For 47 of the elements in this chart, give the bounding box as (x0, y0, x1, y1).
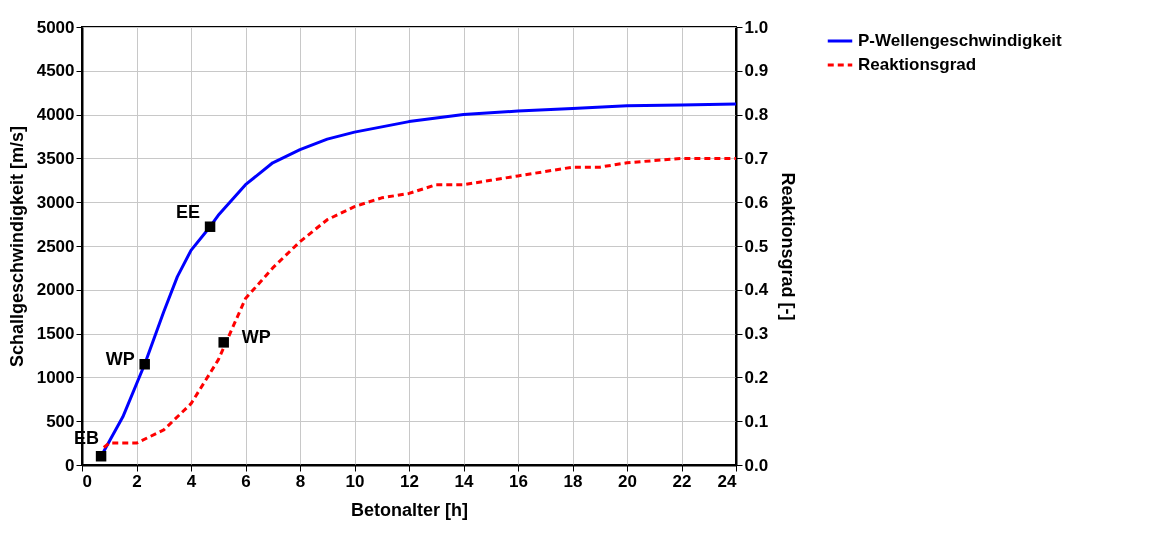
point (204, 221, 216, 232)
y2-tick-label: 0.6 (744, 192, 769, 212)
annotation: EE (176, 201, 201, 222)
y2-tick-label: 0.1 (744, 411, 769, 431)
x-tick-label: 2 (132, 471, 142, 491)
x-tick-label: 14 (454, 471, 474, 491)
y2-tick-label: 0.5 (744, 236, 769, 256)
y2-axis-title: Reaktionsgrad [-] (778, 172, 799, 321)
y2-tick-label: 0.8 (744, 105, 769, 125)
y-tick-label: 500 (46, 411, 75, 431)
line-series (102, 156, 738, 449)
y-tick-label: 3500 (36, 148, 75, 168)
legend-label: Reaktionsgrad (858, 55, 977, 74)
x-tick-label: 20 (618, 471, 637, 491)
point (139, 359, 150, 370)
y-tick-label: 5000 (36, 17, 75, 37)
y2-tick-label: 0.0 (744, 455, 769, 475)
y-tick-label: 2000 (36, 280, 75, 300)
y-axis-title: Schallgeschwindigkeit [m/s] (6, 125, 27, 368)
annotation: WP (241, 327, 271, 348)
y-tick-label: 1000 (36, 367, 75, 387)
x-tick-label: 24 (717, 471, 738, 491)
y-tick-label: 2500 (36, 236, 75, 256)
x-tick-label: 6 (241, 471, 251, 491)
x-tick-label: 12 (400, 471, 419, 491)
y2-tick-label: 1.0 (744, 17, 769, 37)
y2-tick-label: 0.7 (744, 148, 769, 168)
y-tick-label: 4500 (36, 61, 75, 81)
y2-tick-label: 0.9 (744, 61, 769, 81)
x-tick-label: 22 (672, 471, 692, 491)
x-tick-label: 10 (345, 471, 365, 491)
y-tick-label: 0 (65, 455, 75, 475)
x-tick-label: 8 (295, 471, 306, 491)
y2-tick-label: 0.4 (744, 280, 769, 300)
y2-tick-label: 0.3 (744, 324, 769, 344)
legend-label: P-Wellengeschwindigkeit (858, 31, 1063, 50)
x-tick-label: 18 (563, 471, 583, 491)
y-tick-label: 3000 (36, 192, 75, 212)
y2-tick-label: 0.2 (744, 367, 769, 387)
point (95, 451, 107, 462)
y-tick-label: 1500 (36, 324, 75, 344)
y-tick-label: 4000 (36, 105, 75, 125)
x-tick-label: 4 (186, 471, 197, 491)
x-tick-label: 16 (509, 471, 528, 491)
x-axis-title: Betonalter [h] (351, 499, 468, 520)
x-tick-label: 0 (82, 471, 92, 491)
annotation: WP (105, 349, 135, 370)
